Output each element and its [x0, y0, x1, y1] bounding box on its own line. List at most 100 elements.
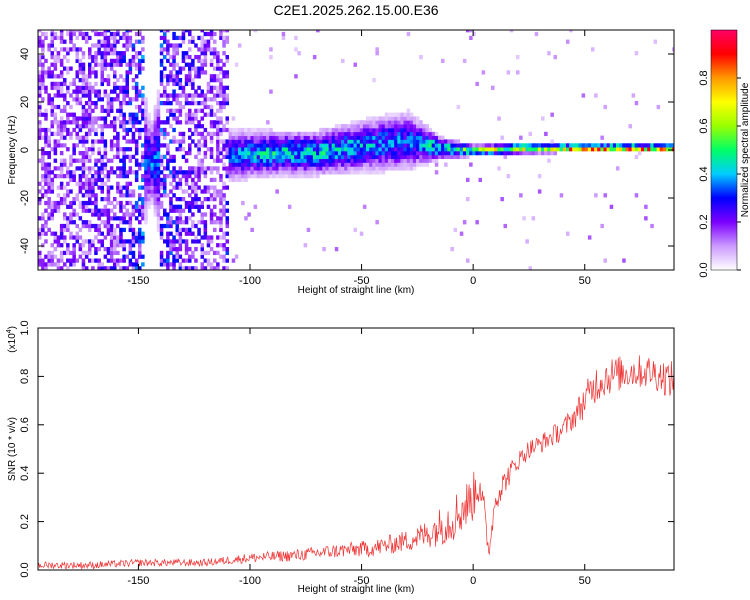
- heatmap-cell: [97, 216, 101, 221]
- heatmap-cell: [294, 135, 298, 140]
- heatmap-cell: [200, 39, 205, 44]
- heatmap-cell: [175, 139, 180, 144]
- heatmap-cell: [88, 243, 92, 248]
- heatmap-cell: [178, 231, 183, 236]
- heatmap-cell: [159, 162, 164, 167]
- heatmap-cell: [437, 154, 442, 160]
- heatmap-cell: [59, 93, 64, 98]
- heatmap-cell: [106, 62, 111, 67]
- heatmap-cell: [481, 147, 486, 152]
- heatmap-cell: [284, 139, 289, 144]
- heatmap-cell: [222, 208, 226, 213]
- heatmap-cell: [203, 139, 208, 144]
- heatmap-cell: [337, 143, 342, 148]
- heatmap-cell: [184, 177, 189, 183]
- heatmap-cell: [631, 147, 636, 152]
- heatmap-cell: [75, 223, 80, 229]
- heatmap-cell: [219, 208, 223, 213]
- heatmap-cell: [103, 166, 108, 171]
- heatmap-cell: [153, 200, 158, 206]
- heatmap-cell: [397, 135, 401, 140]
- heatmap-cell: [241, 174, 245, 179]
- heatmap-cell: [159, 30, 164, 33]
- heatmap-cell: [216, 66, 220, 71]
- heatmap-cell: [47, 204, 51, 209]
- heatmap-cell: [266, 170, 270, 175]
- heatmap-cell: [50, 51, 55, 56]
- heatmap-cell: [163, 31, 167, 37]
- heatmap-cell: [138, 51, 142, 56]
- heatmap-cell: [119, 239, 123, 244]
- heatmap-cell: [144, 120, 148, 125]
- heatmap-cell: [297, 174, 301, 179]
- heatmap-cell: [78, 124, 83, 129]
- heatmap-cell: [369, 124, 373, 129]
- heatmap-cell: [78, 216, 83, 221]
- heatmap-cell: [188, 39, 192, 44]
- heatmap-cell: [138, 254, 142, 259]
- heatmap-cell: [372, 120, 376, 125]
- heatmap-cell: [41, 158, 45, 163]
- heatmap-cell: [141, 158, 145, 163]
- heatmap-cell: [97, 177, 101, 183]
- heatmap-cell: [431, 139, 436, 144]
- heatmap-cell: [262, 154, 267, 160]
- heatmap-cell: [188, 258, 192, 263]
- heatmap-cell: [250, 174, 254, 179]
- heatmap-cell: [81, 120, 86, 125]
- heatmap-cell: [337, 127, 342, 133]
- heatmap-cell: [309, 158, 314, 163]
- heatmap-cell: [225, 116, 230, 121]
- heatmap-cell: [56, 235, 61, 240]
- heatmap-cell: [75, 89, 80, 94]
- heatmap-cell: [516, 55, 520, 60]
- heatmap-cell: [375, 120, 379, 125]
- heatmap-cell: [169, 93, 173, 98]
- heatmap-cell: [500, 151, 504, 156]
- heatmap-cell: [312, 170, 317, 175]
- heatmap-cell: [128, 193, 133, 198]
- heatmap-cell: [209, 131, 214, 137]
- heatmap-cell: [209, 85, 214, 90]
- heatmap-cell: [150, 127, 155, 133]
- heatmap-cell: [47, 185, 51, 190]
- heatmap-cell: [59, 35, 64, 41]
- heatmap-cell: [181, 208, 186, 213]
- heatmap-cell: [300, 154, 304, 160]
- heatmap-cell: [297, 139, 301, 144]
- heatmap-cell: [437, 151, 442, 156]
- heatmap-cell: [106, 78, 111, 83]
- heatmap-cell: [88, 108, 92, 113]
- heatmap-cell: [109, 170, 114, 175]
- heatmap-cell: [94, 31, 98, 37]
- heatmap-cell: [344, 124, 348, 129]
- heatmap-cell: [209, 30, 214, 33]
- heatmap-cell: [181, 104, 186, 110]
- heatmap-cell: [216, 170, 220, 175]
- heatmap-cell: [253, 162, 258, 167]
- heatmap-cell: [84, 85, 89, 90]
- heatmap-cell: [153, 181, 158, 186]
- heatmap-cell: [194, 124, 198, 129]
- heatmap-cell: [569, 147, 573, 152]
- heatmap-cell: [416, 135, 420, 140]
- heatmap-cell: [163, 127, 167, 133]
- heatmap-cell: [375, 162, 379, 167]
- heatmap-cell: [253, 131, 258, 137]
- heatmap-cell: [387, 166, 392, 171]
- heatmap-cell: [41, 154, 45, 160]
- heatmap-cell: [309, 162, 314, 167]
- heatmap-cell: [81, 78, 86, 83]
- heatmap-cell: [209, 197, 214, 202]
- heatmap-cell: [169, 43, 173, 48]
- heatmap-cell: [369, 143, 373, 148]
- heatmap-cell: [84, 193, 89, 198]
- heatmap-cell: [175, 101, 180, 106]
- heatmap-cell: [319, 147, 323, 152]
- heatmap-cell: [287, 204, 292, 209]
- heatmap-cell: [141, 127, 145, 133]
- heatmap-cell: [153, 104, 158, 110]
- heatmap-cell: [53, 58, 58, 64]
- heatmap-cell: [553, 143, 558, 148]
- heatmap-cell: [100, 116, 105, 121]
